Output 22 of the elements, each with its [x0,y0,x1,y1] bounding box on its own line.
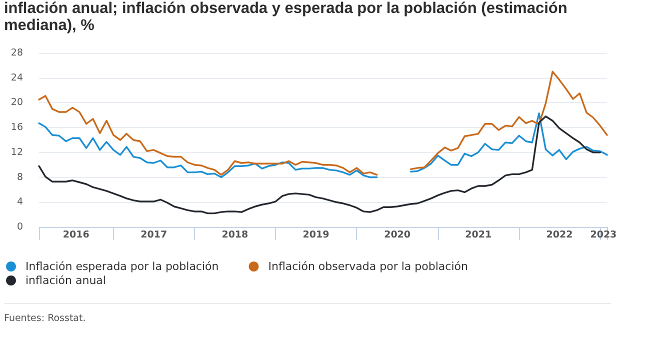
y-tick-label: 20 [10,97,23,108]
y-tick-label: 12 [10,146,23,158]
x-tick-label: 2022 [546,230,573,240]
y-tick-label: 24 [10,72,23,84]
source-note: Fuentes: Rosstat. [4,312,86,325]
chart-title: inflación anual; inflación observada y esperada por la población (estimación mediana), % [4,0,568,34]
legend-label: Inflación observada por la población [268,260,468,273]
x-tick-label: 2016 [62,230,90,240]
y-tick-label: 0 [16,222,23,232]
x-tick-label: 2023 [590,230,617,240]
x-tick-label: 2021 [465,230,492,240]
x-tick-label: 2018 [222,230,249,240]
y-tick-label: 8 [16,172,23,183]
x-tick-label: 2020 [384,230,411,240]
legend-label: Inflación esperada por la población [26,260,219,273]
y-tick-label: 4 [16,196,23,208]
x-tick-label: 2017 [140,230,168,240]
y-tick-label: 28 [10,48,23,58]
legend-label: inflación anual [26,274,106,287]
line-series [38,116,601,214]
x-tick-label: 2019 [302,230,330,240]
y-tick-label: 16 [10,122,23,134]
